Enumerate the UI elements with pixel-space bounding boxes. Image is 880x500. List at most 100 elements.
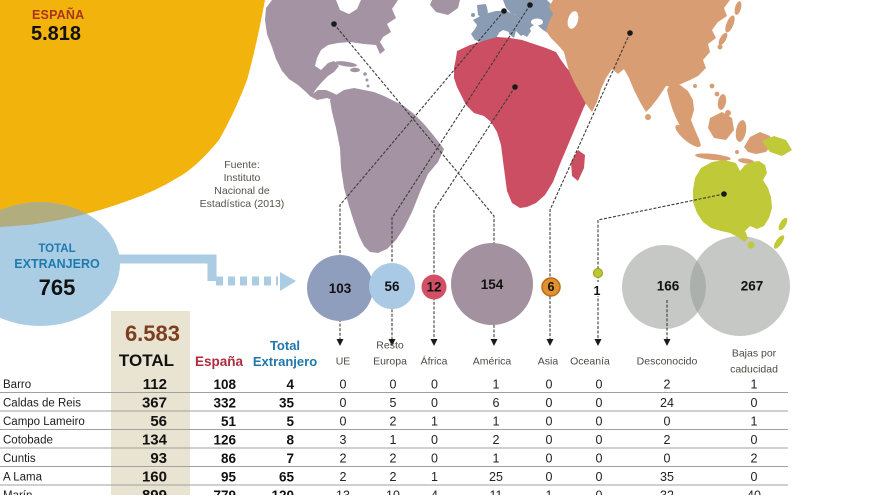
svg-text:0: 0 [751,396,758,410]
svg-text:1: 1 [493,415,500,429]
svg-text:0: 0 [431,396,438,410]
svg-text:6.583: 6.583 [125,321,180,346]
svg-text:126: 126 [213,433,236,448]
svg-text:0: 0 [546,415,553,429]
svg-text:5.818: 5.818 [31,23,81,45]
svg-text:2: 2 [390,470,397,484]
svg-text:367: 367 [142,395,167,412]
svg-text:13: 13 [336,489,350,496]
svg-text:65: 65 [279,470,295,485]
svg-text:África: África [421,355,448,368]
svg-text:Nacional de: Nacional de [214,185,270,197]
svg-text:Cotobade: Cotobade [3,435,53,447]
svg-text:1: 1 [431,415,438,429]
svg-text:0: 0 [546,396,553,410]
svg-text:1: 1 [390,433,397,447]
svg-text:5: 5 [286,414,294,429]
svg-text:35: 35 [279,396,295,411]
svg-text:UE: UE [336,356,351,368]
svg-text:0: 0 [596,452,603,466]
svg-text:0: 0 [340,396,347,410]
svg-text:2: 2 [493,433,500,447]
svg-text:Europa: Europa [373,356,407,368]
svg-text:1: 1 [493,452,500,466]
svg-text:24: 24 [660,396,674,410]
svg-text:TOTAL: TOTAL [38,243,75,255]
svg-text:A Lama: A Lama [3,472,43,484]
svg-text:Asia: Asia [538,356,559,368]
svg-text:4: 4 [286,377,294,392]
svg-text:América: América [473,356,512,368]
svg-text:0: 0 [596,396,603,410]
svg-text:103: 103 [329,281,352,296]
svg-text:267: 267 [741,279,764,294]
svg-text:112: 112 [143,376,167,393]
svg-text:0: 0 [596,433,603,447]
svg-text:0: 0 [596,378,603,392]
svg-text:Caldas de Reis: Caldas de Reis [3,398,81,410]
svg-text:Total: Total [270,338,300,353]
svg-text:España: España [195,354,244,369]
svg-text:1: 1 [594,284,601,298]
svg-text:12: 12 [426,280,441,295]
svg-text:86: 86 [221,451,237,466]
svg-text:1: 1 [431,470,438,484]
svg-text:0: 0 [340,415,347,429]
svg-text:154: 154 [481,277,504,292]
svg-text:Fuente:: Fuente: [224,159,260,171]
svg-text:0: 0 [546,470,553,484]
svg-text:93: 93 [150,450,167,467]
svg-text:3: 3 [340,433,347,447]
svg-text:TOTAL: TOTAL [119,351,174,370]
svg-text:160: 160 [142,469,167,486]
svg-text:ESPAÑA: ESPAÑA [32,7,84,22]
svg-text:Campo Lameiro: Campo Lameiro [3,416,85,428]
svg-text:166: 166 [657,279,680,294]
svg-text:56: 56 [384,279,400,294]
svg-text:6: 6 [548,280,555,294]
svg-text:0: 0 [431,378,438,392]
svg-text:2: 2 [751,452,758,466]
svg-text:2: 2 [664,378,671,392]
svg-text:1: 1 [493,378,500,392]
svg-text:6: 6 [493,396,500,410]
svg-text:35: 35 [660,470,674,484]
svg-text:2: 2 [340,452,347,466]
svg-text:Marín: Marín [3,490,32,495]
svg-text:40: 40 [747,489,761,496]
svg-text:95: 95 [221,470,237,485]
svg-text:Oceanía: Oceanía [570,356,610,368]
svg-text:134: 134 [142,432,168,449]
svg-text:0: 0 [431,433,438,447]
svg-text:1: 1 [751,378,758,392]
svg-text:0: 0 [664,452,671,466]
svg-text:765: 765 [39,275,76,300]
svg-text:0: 0 [431,452,438,466]
svg-text:Resto: Resto [376,340,404,352]
svg-text:120: 120 [271,488,294,495]
svg-text:56: 56 [150,413,167,430]
svg-text:5: 5 [390,396,397,410]
svg-text:0: 0 [751,433,758,447]
svg-text:4: 4 [431,489,438,496]
svg-text:1: 1 [546,489,553,496]
svg-text:25: 25 [489,470,503,484]
svg-text:Desconocido: Desconocido [637,356,698,368]
svg-text:0: 0 [751,470,758,484]
svg-text:Instituto: Instituto [224,172,261,184]
svg-text:8: 8 [286,433,294,448]
svg-text:332: 332 [213,396,236,411]
svg-text:0: 0 [596,489,603,496]
svg-text:Barro: Barro [3,379,31,391]
svg-text:caducidad: caducidad [730,364,778,376]
svg-text:899: 899 [142,487,167,495]
svg-text:108: 108 [213,377,236,392]
svg-text:Cuntis: Cuntis [3,453,36,465]
svg-text:Estadística (2013): Estadística (2013) [200,198,285,210]
svg-text:Extranjero: Extranjero [253,354,317,369]
svg-text:0: 0 [340,378,347,392]
svg-text:51: 51 [221,414,237,429]
svg-text:0: 0 [546,378,553,392]
svg-text:779: 779 [213,488,236,495]
svg-text:2: 2 [390,452,397,466]
